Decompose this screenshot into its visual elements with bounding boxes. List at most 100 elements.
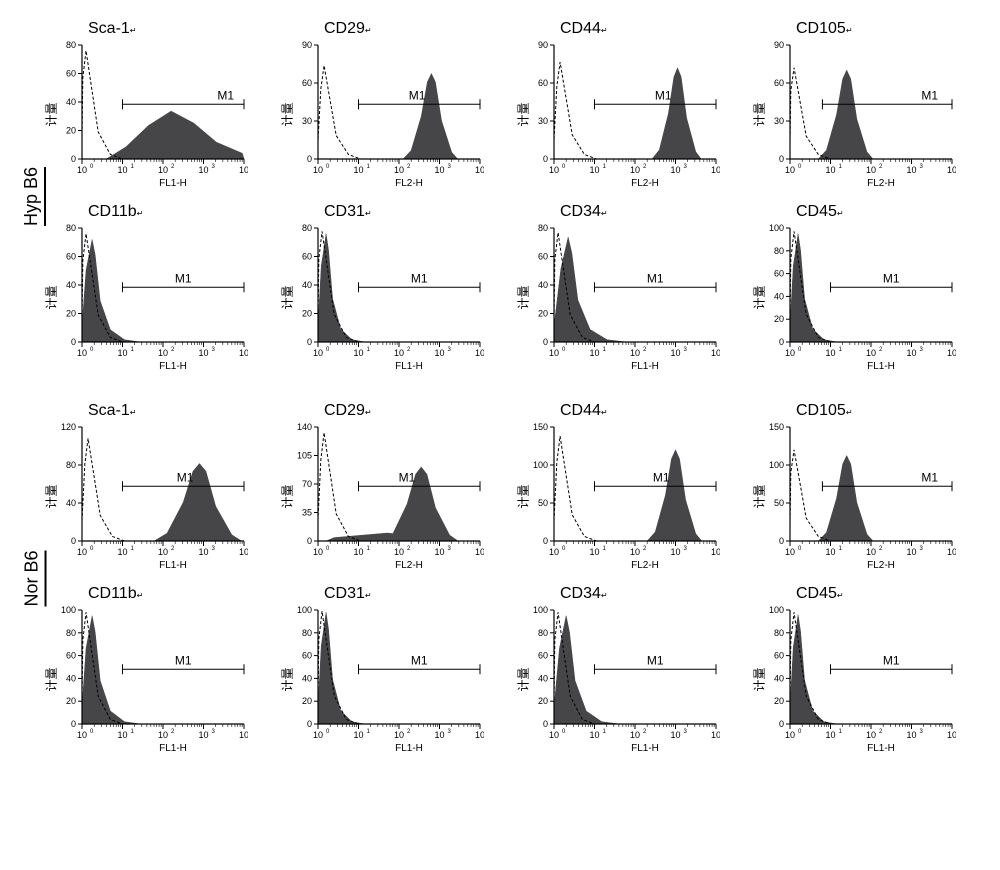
svg-text:0: 0	[779, 337, 784, 347]
histogram-panel: CD11b↵ 计量 M1 020406080100100101102103104…	[48, 585, 268, 754]
svg-text:80: 80	[538, 628, 548, 638]
svg-text:10: 10	[158, 348, 168, 358]
svg-text:0: 0	[307, 337, 312, 347]
svg-text:0: 0	[543, 337, 548, 347]
svg-text:3: 3	[448, 347, 452, 353]
plot-area: 计量 M1 0306090100101102103104 FL2-H	[756, 39, 976, 189]
histogram-panel: CD44↵ 计量 M1 0306090100101102103104 FL2-H	[520, 20, 740, 189]
svg-text:0: 0	[779, 154, 784, 164]
svg-text:M1: M1	[411, 653, 428, 667]
histogram-panel: CD45↵ 计量 M1 020406080100100101102103104 …	[756, 585, 976, 754]
svg-text:M1: M1	[921, 88, 938, 102]
svg-text:30: 30	[774, 116, 784, 126]
svg-text:70: 70	[302, 479, 312, 489]
svg-text:1: 1	[839, 164, 843, 170]
svg-text:2: 2	[643, 347, 647, 353]
plot-area: 计量 M1 0306090100101102103104 FL2-H	[284, 39, 504, 189]
svg-text:60: 60	[774, 78, 784, 88]
svg-text:10: 10	[353, 348, 363, 358]
plot-area: 计量 M1 020406080100101102103104 FL1-H	[520, 222, 740, 372]
svg-text:0: 0	[543, 719, 548, 729]
svg-text:3: 3	[920, 164, 924, 170]
svg-text:3: 3	[684, 546, 688, 552]
block-rows: Sca-1↵ 计量 M1 020406080100101102103104 FL…	[48, 20, 980, 372]
svg-text:10: 10	[947, 165, 956, 175]
svg-text:10: 10	[825, 547, 835, 557]
panel-title: CD29↵	[324, 402, 504, 420]
plot-area: 计量 M1 020406080100100101102103104 FL1-H	[48, 604, 268, 754]
svg-text:10: 10	[77, 165, 87, 175]
svg-text:10: 10	[711, 165, 720, 175]
histogram-svg: M1 03570105140100101102103104	[284, 421, 484, 561]
histogram-svg: M1 020406080100100101102103104	[756, 222, 956, 362]
histogram-svg: M1 020406080100100101102103104	[284, 604, 484, 744]
svg-text:0: 0	[543, 536, 548, 546]
plot-area: 计量 M1 020406080100101102103104 FL1-H	[284, 222, 504, 372]
y-axis-label: 计量	[515, 667, 532, 691]
plot-area: 计量 M1 050100150100101102103104 FL2-H	[520, 421, 740, 571]
histogram-svg: M1 020406080100100101102103104	[48, 604, 248, 744]
svg-text:20: 20	[302, 696, 312, 706]
svg-text:M1: M1	[647, 653, 664, 667]
svg-text:2: 2	[407, 546, 411, 552]
svg-text:100: 100	[61, 605, 76, 615]
svg-text:40: 40	[538, 280, 548, 290]
svg-text:50: 50	[774, 498, 784, 508]
plot-area: 计量 M1 020406080100101102103104 FL1-H	[48, 222, 268, 372]
svg-text:20: 20	[66, 696, 76, 706]
svg-text:0: 0	[798, 347, 802, 353]
svg-text:10: 10	[906, 348, 916, 358]
svg-text:2: 2	[407, 164, 411, 170]
svg-text:0: 0	[71, 536, 76, 546]
svg-text:M1: M1	[655, 88, 672, 102]
svg-text:10: 10	[589, 547, 599, 557]
x-axis-label: FL2-H	[786, 560, 976, 571]
svg-text:10: 10	[475, 348, 484, 358]
svg-text:3: 3	[684, 164, 688, 170]
svg-text:0: 0	[562, 347, 566, 353]
block-label: Hyp B6	[22, 166, 47, 225]
plot-area: 计量 M1 020406080100100101102103104 FL1-H	[756, 604, 976, 754]
x-axis-label: FL1-H	[314, 361, 504, 372]
histogram-svg: M1 04080120100101102103104	[48, 421, 248, 561]
plot-area: 计量 M1 050100150100101102103104 FL2-H	[756, 421, 976, 571]
flow-cytometry-figure: Hyp B6 Sca-1↵ 计量 M1 02040608010010110210…	[20, 20, 980, 754]
svg-text:2: 2	[879, 546, 883, 552]
svg-text:0: 0	[326, 164, 330, 170]
svg-text:2: 2	[407, 347, 411, 353]
svg-text:10: 10	[670, 547, 680, 557]
svg-text:80: 80	[66, 40, 76, 50]
svg-text:10: 10	[353, 730, 363, 740]
panel-row: CD11b↵ 计量 M1 020406080100100101102103104…	[48, 585, 980, 754]
svg-text:0: 0	[307, 154, 312, 164]
x-axis-label: FL1-H	[78, 361, 268, 372]
svg-text:0: 0	[798, 729, 802, 735]
svg-text:2: 2	[879, 729, 883, 735]
svg-text:10: 10	[198, 547, 208, 557]
svg-text:100: 100	[769, 605, 784, 615]
svg-text:20: 20	[774, 696, 784, 706]
histogram-panel: CD29↵ 计量 M1 0306090100101102103104 FL2-H	[284, 20, 504, 189]
svg-text:10: 10	[353, 547, 363, 557]
svg-text:10: 10	[313, 730, 323, 740]
svg-text:0: 0	[307, 719, 312, 729]
svg-text:10: 10	[670, 348, 680, 358]
y-axis-label: 计量	[515, 484, 532, 508]
svg-text:2: 2	[171, 729, 175, 735]
svg-text:20: 20	[66, 126, 76, 136]
svg-text:10: 10	[198, 165, 208, 175]
svg-text:M1: M1	[399, 470, 416, 484]
svg-text:10: 10	[825, 348, 835, 358]
svg-text:3: 3	[448, 729, 452, 735]
svg-text:3: 3	[920, 347, 924, 353]
svg-text:3: 3	[684, 729, 688, 735]
svg-text:M1: M1	[411, 271, 428, 285]
panel-row: Sca-1↵ 计量 M1 020406080100101102103104 FL…	[48, 20, 980, 189]
svg-text:10: 10	[549, 547, 559, 557]
svg-text:10: 10	[825, 730, 835, 740]
panel-title: CD29↵	[324, 20, 504, 38]
histogram-panel: CD105↵ 计量 M1 050100150100101102103104 FL…	[756, 402, 976, 571]
svg-text:10: 10	[947, 730, 956, 740]
svg-text:90: 90	[774, 40, 784, 50]
svg-text:10: 10	[117, 547, 127, 557]
